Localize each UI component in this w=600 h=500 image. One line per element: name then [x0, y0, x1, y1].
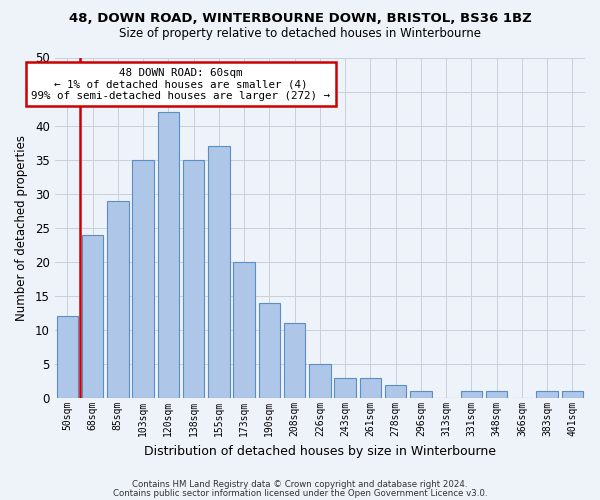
Bar [259, 303, 280, 398]
Bar [536, 392, 558, 398]
Bar [562, 392, 583, 398]
Bar [107, 200, 128, 398]
Text: Size of property relative to detached houses in Winterbourne: Size of property relative to detached ho… [119, 28, 481, 40]
Bar [183, 160, 205, 398]
Y-axis label: Number of detached properties: Number of detached properties [15, 135, 28, 321]
Bar [461, 392, 482, 398]
Text: Contains HM Land Registry data © Crown copyright and database right 2024.: Contains HM Land Registry data © Crown c… [132, 480, 468, 489]
Bar [82, 234, 103, 398]
Bar [208, 146, 230, 398]
Bar [56, 316, 78, 398]
Bar [309, 364, 331, 398]
Bar [158, 112, 179, 398]
Text: 48, DOWN ROAD, WINTERBOURNE DOWN, BRISTOL, BS36 1BZ: 48, DOWN ROAD, WINTERBOURNE DOWN, BRISTO… [68, 12, 532, 26]
Bar [486, 392, 508, 398]
Text: Contains public sector information licensed under the Open Government Licence v3: Contains public sector information licen… [113, 488, 487, 498]
Bar [334, 378, 356, 398]
Text: 48 DOWN ROAD: 60sqm
← 1% of detached houses are smaller (4)
99% of semi-detached: 48 DOWN ROAD: 60sqm ← 1% of detached hou… [31, 68, 331, 101]
Bar [385, 384, 406, 398]
Bar [284, 323, 305, 398]
Bar [233, 262, 255, 398]
Bar [410, 392, 431, 398]
Bar [359, 378, 381, 398]
Bar [133, 160, 154, 398]
X-axis label: Distribution of detached houses by size in Winterbourne: Distribution of detached houses by size … [144, 444, 496, 458]
